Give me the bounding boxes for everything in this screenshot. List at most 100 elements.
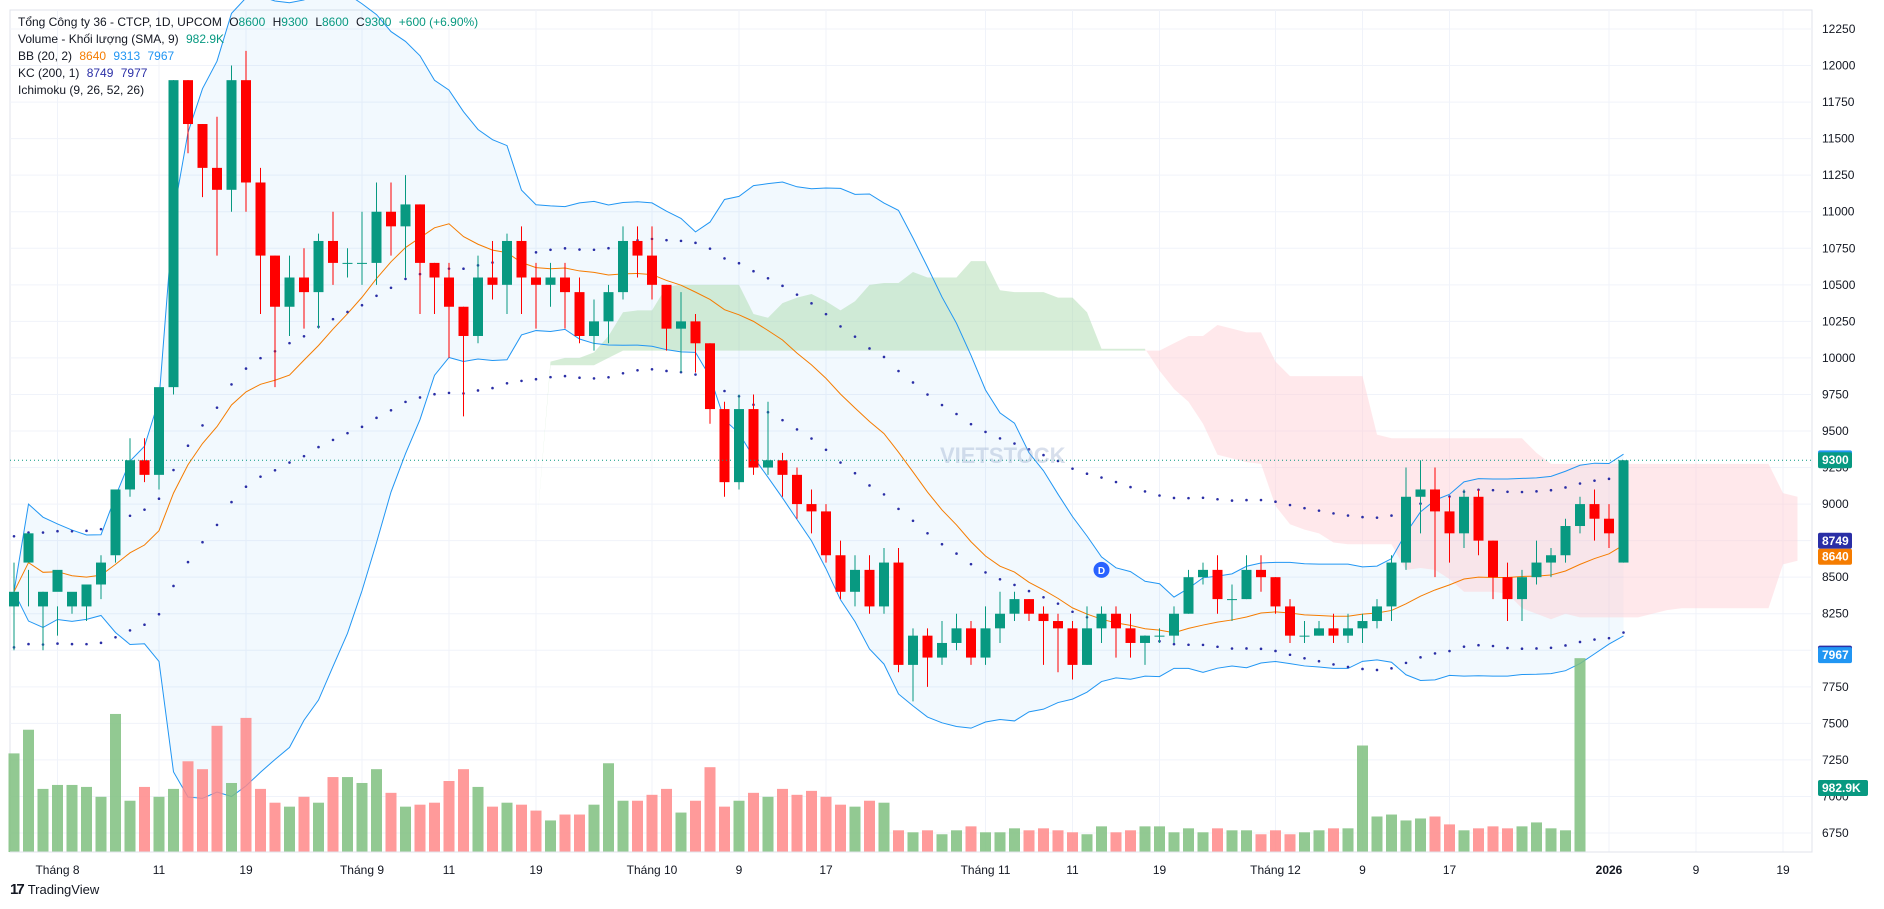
keltner-lower-dot xyxy=(1346,665,1350,669)
candle-body xyxy=(1531,562,1542,578)
volume-bar xyxy=(661,788,672,852)
volume-bar xyxy=(501,802,513,852)
keltner-upper-dot xyxy=(1027,447,1031,451)
volume-bar xyxy=(516,804,527,852)
candle-body xyxy=(763,460,773,468)
ichimoku-cloud-red xyxy=(1449,438,1464,592)
keltner-upper-dot xyxy=(1564,486,1567,489)
keltner-upper-dot xyxy=(955,412,958,416)
keltner-lower-dot xyxy=(839,461,842,464)
keltner-lower-dot xyxy=(1361,667,1364,671)
candle-body xyxy=(1256,569,1266,578)
candle-body xyxy=(487,277,498,285)
keltner-lower-dot xyxy=(534,377,538,381)
volume-bar xyxy=(197,769,208,852)
keltner-upper-dot xyxy=(897,369,900,373)
keltner-upper-dot xyxy=(1071,467,1074,470)
legend-kc-row[interactable]: KC (200, 1) 8749 7977 xyxy=(18,65,478,82)
ichimoku-cloud-red xyxy=(1754,463,1769,609)
time-axis-label: 9 xyxy=(736,863,743,877)
keltner-lower-dot xyxy=(969,562,973,566)
volume-bar xyxy=(458,769,469,852)
keltner-upper-dot xyxy=(1042,453,1045,457)
candle-body xyxy=(705,343,715,410)
candle-body xyxy=(1198,569,1208,578)
keltner-lower-dot xyxy=(955,552,958,555)
keltner-upper-dot xyxy=(1158,494,1161,497)
volume-bar xyxy=(400,806,411,852)
keltner-lower-dot xyxy=(244,485,248,489)
keltner-upper-dot xyxy=(853,335,857,338)
keltner-lower-dot xyxy=(331,438,335,442)
volume-bar xyxy=(66,784,78,852)
tradingview-logo[interactable]: 17 TradingView xyxy=(10,881,99,898)
ichimoku-cloud-green xyxy=(1014,292,1029,351)
candle-body xyxy=(893,562,904,665)
keltner-upper-dot xyxy=(1172,496,1176,500)
volume-bar xyxy=(1212,828,1223,852)
volume-bar xyxy=(849,806,861,852)
keltner-lower-dot xyxy=(1404,661,1408,665)
keltner-lower-dot xyxy=(1056,602,1060,605)
ichimoku-cloud-red xyxy=(1333,376,1348,545)
keltner-lower-dot xyxy=(201,540,204,544)
candle-body xyxy=(850,569,860,592)
keltner-lower-dot xyxy=(723,389,726,393)
candle-body xyxy=(1140,635,1150,643)
keltner-lower-dot xyxy=(1491,644,1495,648)
candle-body xyxy=(1372,606,1382,622)
keltner-upper-dot xyxy=(969,422,973,426)
volume-bar xyxy=(574,814,585,852)
keltner-upper-dot xyxy=(607,246,610,250)
price-axis-tick: 10750 xyxy=(1822,241,1856,255)
volume-bar xyxy=(1545,828,1557,852)
candle-body xyxy=(154,387,164,475)
keltner-lower-dot xyxy=(1071,610,1074,614)
candle-body xyxy=(531,277,541,285)
keltner-upper-dot xyxy=(1259,498,1263,502)
legend-ichimoku-row[interactable]: Ichimoku (9, 26, 52, 26) xyxy=(18,82,478,99)
ichimoku-cloud-red xyxy=(1275,361,1290,525)
keltner-lower-dot xyxy=(491,386,494,390)
keltner-lower-dot xyxy=(360,425,364,429)
candle-body xyxy=(38,591,48,607)
time-axis-label: 19 xyxy=(1153,863,1167,877)
keltner-lower-dot xyxy=(1201,643,1205,647)
ichimoku-cloud-red xyxy=(1464,438,1479,592)
keltner-lower-dot xyxy=(1303,656,1306,660)
legend-volume-row[interactable]: Volume - Khối lượng (SMA, 9) 982.9K xyxy=(18,31,478,48)
keltner-lower-dot xyxy=(1332,663,1335,666)
ichimoku-cloud-red xyxy=(1290,376,1305,530)
ichimoku-cloud-red xyxy=(1174,335,1189,402)
volume-bar xyxy=(342,777,353,852)
ichimoku-cloud-green xyxy=(1101,348,1116,351)
ichimoku-cloud-green xyxy=(1116,348,1131,351)
price-axis-badge xyxy=(1818,452,1852,469)
dividend-marker-label: D xyxy=(1098,566,1105,577)
keltner-lower-dot xyxy=(1564,644,1567,647)
keltner-lower-dot xyxy=(621,371,625,375)
ichimoku-cloud-red xyxy=(1710,463,1725,609)
candle-body xyxy=(1343,628,1353,636)
keltner-lower-dot xyxy=(1520,647,1524,651)
keltner-lower-dot xyxy=(418,396,422,399)
ohlc-l-label: L xyxy=(315,15,322,29)
volume-bar xyxy=(327,777,339,852)
candle-body xyxy=(1154,635,1165,637)
symbol-title[interactable]: Tổng Công ty 36 - CTCP, 1D, UPCOM xyxy=(18,15,222,29)
volume-bar xyxy=(487,806,498,852)
volume-bar xyxy=(81,786,92,852)
legend-bb-row[interactable]: BB (20, 2) 8640 9313 7967 xyxy=(18,48,478,65)
volume-bar xyxy=(1502,828,1513,852)
keltner-lower-dot xyxy=(810,437,813,440)
keltner-upper-dot xyxy=(984,430,987,434)
candle-body xyxy=(632,240,643,256)
candle-body xyxy=(226,80,237,190)
candle-body xyxy=(1401,496,1411,563)
candle-body xyxy=(864,569,875,607)
candle-body xyxy=(806,504,817,512)
keltner-upper-dot xyxy=(302,334,306,338)
ichimoku-cloud-green xyxy=(550,357,565,366)
